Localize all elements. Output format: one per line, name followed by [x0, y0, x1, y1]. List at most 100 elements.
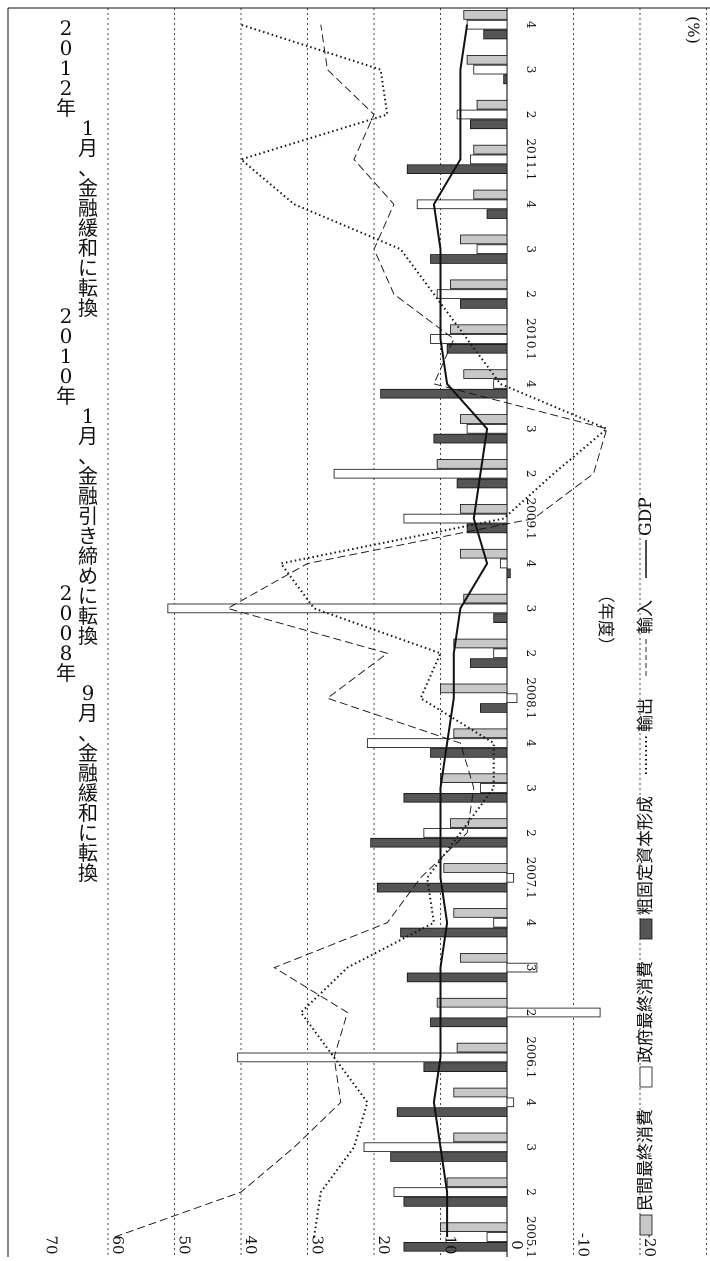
- y-tick-label: -20: [641, 1233, 659, 1257]
- bar-government-consumption: [494, 649, 507, 658]
- legend-label: 政府最終消費: [636, 961, 656, 1063]
- bar-government-consumption: [364, 1143, 507, 1152]
- bar-government-consumption: [507, 694, 517, 703]
- x-tick: 3: [524, 964, 538, 972]
- x-tick: 4: [524, 200, 538, 208]
- x-tick: 4: [524, 380, 538, 388]
- legend-item: 民間最終消費: [636, 1109, 656, 1235]
- x-tick: 2: [524, 1009, 538, 1017]
- x-tick-label: 3: [524, 425, 538, 433]
- x-tick: 2: [524, 470, 538, 478]
- bar-fixed-capital: [470, 120, 507, 129]
- bar-fixed-capital: [434, 434, 507, 443]
- legend-swatch: [640, 1215, 652, 1235]
- x-tick: 3: [524, 784, 538, 792]
- bar-fixed-capital: [480, 704, 507, 713]
- x-tick: 2006.1: [524, 1036, 538, 1078]
- x-tick-label: 4: [524, 739, 538, 747]
- y-tick: -10: [575, 1233, 593, 1257]
- bar-private-consumption: [454, 729, 507, 738]
- legend-label: 民間最終消費: [636, 1109, 656, 1211]
- x-tick-label: 2: [524, 829, 538, 837]
- legend-swatch: [640, 1067, 652, 1087]
- bar-fixed-capital: [381, 389, 507, 398]
- bar-fixed-capital: [457, 479, 507, 488]
- y-tick: -20: [641, 1233, 659, 1257]
- y-tick-label: 30: [309, 1235, 327, 1254]
- x-tick: 3: [524, 605, 538, 613]
- x-tick-label: 2006.1: [524, 1036, 538, 1078]
- x-tick: 2009.1: [524, 498, 538, 540]
- x-tick-label: 2: [524, 470, 538, 478]
- bar-government-consumption: [168, 604, 507, 613]
- x-tick-label: 2010.1: [524, 318, 538, 360]
- x-tick-label: 3: [524, 605, 538, 613]
- y-tick: 70: [43, 1235, 61, 1254]
- bar-fixed-capital: [467, 524, 507, 533]
- y-tick: 60: [109, 1235, 127, 1254]
- x-axis-title-text: （年度）: [595, 586, 615, 654]
- x-tick-label: 3: [524, 784, 538, 792]
- bar-private-consumption: [464, 11, 507, 20]
- legend-label: 輸入: [636, 600, 656, 634]
- bar-fixed-capital: [460, 300, 507, 309]
- bar-private-consumption: [477, 100, 507, 109]
- x-tick: 4: [524, 1098, 538, 1106]
- bar-government-consumption: [470, 155, 507, 164]
- x-tick: 2: [524, 649, 538, 657]
- bar-private-consumption: [441, 774, 508, 783]
- y-axis-unit-text: (%): [684, 16, 703, 44]
- x-tick-label: 3: [524, 1143, 538, 1151]
- bar-government-consumption: [238, 1053, 507, 1062]
- bar-private-consumption: [460, 415, 507, 424]
- bar-government-consumption: [394, 1188, 507, 1197]
- bar-private-consumption: [444, 864, 507, 873]
- legend-swatch: [640, 919, 652, 939]
- bar-government-consumption: [437, 290, 507, 299]
- y-tick-label: 10: [442, 1235, 460, 1254]
- x-tick-label: 4: [524, 200, 538, 208]
- bar-government-consumption: [457, 110, 507, 119]
- x-tick: 2: [524, 1188, 538, 1196]
- x-tick: 3: [524, 245, 538, 253]
- bar-government-consumption: [507, 1098, 514, 1107]
- y-axis-unit-label: (%): [684, 16, 703, 44]
- bar-private-consumption: [464, 370, 507, 379]
- y-tick-label: 0: [508, 1240, 526, 1250]
- bar-private-consumption: [437, 998, 507, 1007]
- y-tick-label: 50: [176, 1235, 194, 1254]
- bar-fixed-capital: [470, 659, 507, 668]
- bar-private-consumption: [474, 190, 507, 199]
- bar-government-consumption: [467, 20, 507, 29]
- bar-private-consumption: [450, 819, 507, 828]
- x-tick: 2008.1: [524, 677, 538, 719]
- bar-private-consumption: [441, 1223, 508, 1232]
- bar-government-consumption: [477, 245, 507, 254]
- y-tick-label: 20: [375, 1235, 393, 1254]
- bar-fixed-capital: [507, 569, 510, 578]
- bar-government-consumption: [480, 784, 507, 793]
- y-tick: 30: [309, 1235, 327, 1254]
- bar-private-consumption: [454, 909, 507, 918]
- bar-private-consumption: [454, 1088, 507, 1097]
- x-tick: 2005.1: [524, 1216, 538, 1257]
- bar-private-consumption: [464, 594, 507, 603]
- y-tick-label: 40: [242, 1235, 260, 1254]
- legend-item: 粗固定資本形成: [636, 796, 656, 939]
- bar-fixed-capital: [371, 838, 507, 847]
- x-tick-label: 3: [524, 66, 538, 74]
- bar-government-consumption: [417, 200, 507, 209]
- bar-fixed-capital: [431, 255, 507, 264]
- y-tick: 50: [176, 1235, 194, 1254]
- bar-fixed-capital: [404, 1198, 507, 1207]
- bar-private-consumption: [460, 953, 507, 962]
- x-tick: 2: [524, 111, 538, 119]
- bar-fixed-capital: [391, 1153, 507, 1162]
